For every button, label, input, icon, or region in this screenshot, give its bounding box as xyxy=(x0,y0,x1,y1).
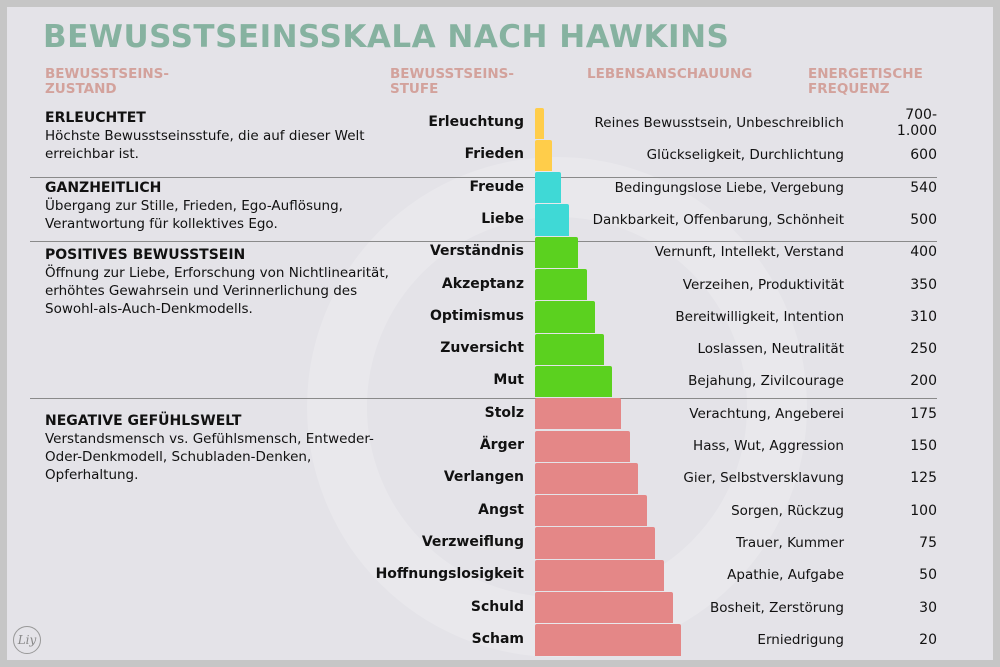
level-bar xyxy=(535,365,613,398)
level-row: Verzweiflung Trauer, Kummer 75 xyxy=(7,527,993,559)
section-positiv: POSITIVES BEWUSSTSEIN Öffnung zur Liebe, … xyxy=(45,247,389,317)
level-name: Scham xyxy=(471,630,524,647)
level-bar xyxy=(535,559,664,591)
level-frequenz: 75 xyxy=(919,534,937,551)
level-anschauung: Verzeihen, Produktivität xyxy=(682,276,844,293)
level-name: Angst xyxy=(478,501,524,518)
level-anschauung: Erniedrigung xyxy=(757,631,844,648)
section-negativ: NEGATIVE GEFÜHLSWELT Verstandsmensch vs. … xyxy=(45,413,374,483)
level-frequenz: 540 xyxy=(910,179,937,196)
level-row: Mut Bejahung, Zivilcourage 200 xyxy=(7,365,993,398)
level-frequenz: 700- 1.000 xyxy=(896,107,937,139)
level-frequenz: 150 xyxy=(910,438,937,454)
level-row: Scham Erniedrigung 20 xyxy=(7,624,993,656)
section-erleuchtet: ERLEUCHTET Höchste Bewusstseinsstufe, die… xyxy=(45,110,365,162)
divider xyxy=(30,398,937,399)
header-zustand: BEWUSSTSEINS- ZUSTAND xyxy=(45,66,170,97)
level-bar xyxy=(535,172,561,204)
level-frequenz: 175 xyxy=(910,405,937,422)
header-frequenz: ENERGETISCHE FREQUENZ xyxy=(808,66,923,97)
level-anschauung: Bejahung, Zivilcourage xyxy=(688,373,844,390)
level-bar xyxy=(535,139,553,172)
level-anschauung: Sorgen, Rückzug xyxy=(731,502,844,519)
level-row: Erleuchtung Reines Bewusstsein, Unbeschr… xyxy=(7,107,993,139)
level-row: Frieden Glückseligkeit, Durchlichtung 60… xyxy=(7,139,993,172)
level-row: Ärger Hass, Wut, Aggression 150 xyxy=(7,430,993,462)
level-name: Frieden xyxy=(464,146,524,163)
level-name: Freude xyxy=(469,178,524,195)
level-frequenz: 400 xyxy=(910,244,937,261)
level-anschauung: Loslassen, Neutralität xyxy=(697,341,844,358)
level-name: Mut xyxy=(493,372,524,389)
level-frequenz: 200 xyxy=(910,373,937,390)
level-bar xyxy=(535,301,596,333)
section-ganzheitlich: GANZHEITLICH Übergang zur Stille, Frieden… xyxy=(45,180,343,232)
level-name: Stolz xyxy=(484,404,524,421)
level-frequenz: 310 xyxy=(910,308,937,325)
level-frequenz: 30 xyxy=(919,599,937,616)
level-anschauung: Trauer, Kummer xyxy=(736,534,844,551)
level-anschauung: Glückseligkeit, Durchlichtung xyxy=(646,147,844,164)
level-bar xyxy=(535,204,570,236)
level-row: Freude Bedingungslose Liebe, Vergebung 5… xyxy=(7,172,993,204)
level-anschauung: Bedingungslose Liebe, Vergebung xyxy=(614,179,844,196)
level-bar xyxy=(535,398,621,430)
level-bar xyxy=(535,592,673,624)
level-name: Verständnis xyxy=(429,243,524,260)
level-frequenz: 250 xyxy=(910,341,937,358)
level-frequenz: 500 xyxy=(910,211,937,228)
level-row: Stolz Verachtung, Angeberei 175 xyxy=(7,398,993,430)
page-title: BEWUSSTSEINSSKALA NACH HAWKINS xyxy=(43,19,730,55)
level-bar xyxy=(535,527,656,559)
level-row: Optimismus Bereitwilligkeit, Intention 3… xyxy=(7,301,993,333)
level-name: Verlangen xyxy=(443,469,524,486)
level-anschauung: Bereitwilligkeit, Intention xyxy=(675,308,844,325)
level-name: Ärger xyxy=(479,437,524,453)
level-bar xyxy=(535,462,639,495)
level-row: Akzeptanz Verzeihen, Produktivität 350 xyxy=(7,269,993,301)
level-bar xyxy=(535,495,647,527)
level-anschauung: Apathie, Aufgabe xyxy=(727,567,844,584)
level-anschauung: Bosheit, Zerstörung xyxy=(710,599,844,616)
level-frequenz: 600 xyxy=(910,147,937,164)
divider xyxy=(30,177,937,178)
level-row: Schuld Bosheit, Zerstörung 30 xyxy=(7,592,993,624)
level-anschauung: Dankbarkeit, Offenbarung, Schönheit xyxy=(592,211,844,228)
level-frequenz: 125 xyxy=(910,470,937,487)
level-row: Verständnis Vernunft, Intellekt, Verstan… xyxy=(7,236,993,268)
level-name: Schuld xyxy=(470,598,524,615)
level-anschauung: Gier, Selbstversklavung xyxy=(683,470,844,487)
header-anschauung: LEBENSANSCHAUUNG xyxy=(587,66,753,82)
level-name: Optimismus xyxy=(429,307,524,324)
level-frequenz: 50 xyxy=(919,567,937,584)
level-frequenz: 20 xyxy=(919,631,937,648)
level-bar xyxy=(535,269,587,301)
level-frequenz: 100 xyxy=(910,502,937,519)
divider xyxy=(30,241,937,242)
level-row: Zuversicht Loslassen, Neutralität 250 xyxy=(7,333,993,365)
level-anschauung: Verachtung, Angeberei xyxy=(689,405,844,422)
level-anschauung: Reines Bewusstsein, Unbeschreiblich xyxy=(594,115,844,131)
level-anschauung: Hass, Wut, Aggression xyxy=(693,438,844,454)
level-name: Liebe xyxy=(481,210,524,227)
level-frequenz: 350 xyxy=(910,276,937,293)
level-anschauung: Vernunft, Intellekt, Verstand xyxy=(654,244,844,261)
level-name: Hoffnungslosigkeit xyxy=(375,566,524,583)
level-name: Akzeptanz xyxy=(441,275,524,292)
logo: Liy xyxy=(13,626,41,654)
header-stufe: BEWUSSTSEINS- STUFE xyxy=(390,66,515,97)
level-row: Angst Sorgen, Rückzug 100 xyxy=(7,495,993,527)
level-row: Liebe Dankbarkeit, Offenbarung, Schönhei… xyxy=(7,204,993,236)
level-row: Hoffnungslosigkeit Apathie, Aufgabe 50 xyxy=(7,559,993,591)
level-row: Verlangen Gier, Selbstversklavung 125 xyxy=(7,462,993,495)
level-name: Erleuchtung xyxy=(428,114,524,130)
level-bar xyxy=(535,430,630,462)
level-name: Verzweiflung xyxy=(421,533,524,550)
level-bar xyxy=(535,107,544,139)
level-bar xyxy=(535,236,578,268)
level-bar xyxy=(535,333,604,365)
level-bar xyxy=(535,624,682,656)
infographic-card: BEWUSSTSEINSSKALA NACH HAWKINS BEWUSSTSE… xyxy=(7,7,993,660)
level-name: Zuversicht xyxy=(440,340,524,357)
